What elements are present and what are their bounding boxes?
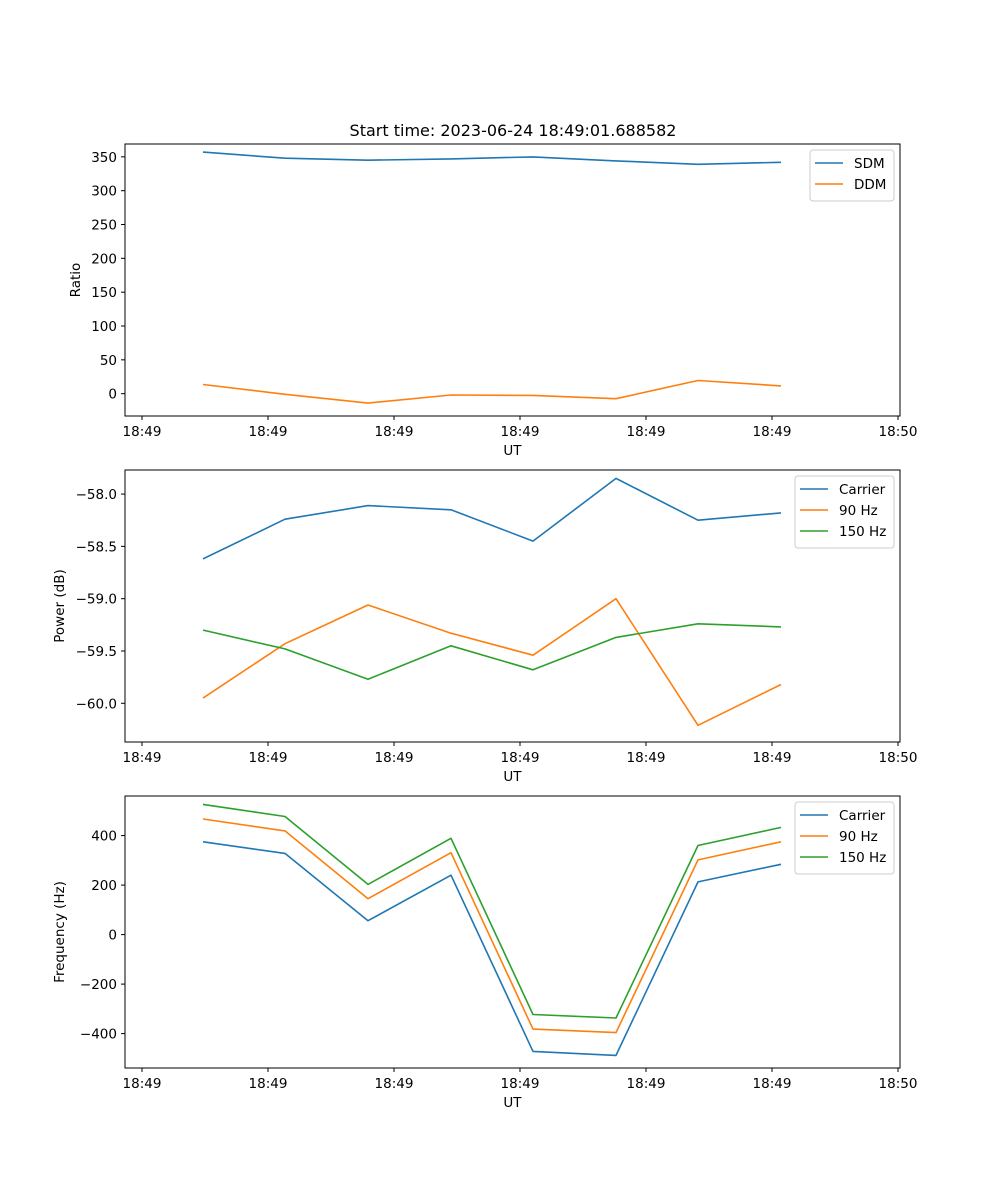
x-tick-label: 18:49 <box>123 424 162 440</box>
x-tick-label: 18:49 <box>753 750 792 766</box>
y-tick-label: 250 <box>91 218 117 234</box>
series-line-90-hz <box>202 818 782 1034</box>
series-line-150-hz <box>202 622 782 681</box>
y-tick-label: −58.0 <box>76 487 117 503</box>
legend-label: 90 Hz <box>839 829 878 845</box>
y-tick-label: 0 <box>108 387 117 403</box>
legend-label: DDM <box>854 177 886 193</box>
y-tick-label: 200 <box>91 251 117 267</box>
x-tick-label: 18:49 <box>375 424 414 440</box>
y-tick-label: 300 <box>91 184 117 200</box>
y-tick-label: 0 <box>108 928 117 944</box>
x-tick-label: 18:49 <box>249 424 288 440</box>
y-tick-label: −59.5 <box>76 644 117 660</box>
x-tick-label: 18:50 <box>879 424 918 440</box>
legend-label: Carrier <box>839 482 886 498</box>
x-tick-label: 18:49 <box>123 1076 162 1092</box>
y-tick-label: 200 <box>91 878 117 894</box>
plot-area <box>124 795 901 1069</box>
x-tick-label: 18:49 <box>501 1076 540 1092</box>
legend-label: 150 Hz <box>839 524 886 540</box>
series-line-150-hz <box>202 803 782 1019</box>
series-line-carrier <box>202 477 782 560</box>
legend-box <box>794 475 895 549</box>
y-tick-label: −58.5 <box>76 539 117 555</box>
legend-box <box>794 801 895 875</box>
x-tick-label: 18:49 <box>753 1076 792 1092</box>
x-tick-label: 18:49 <box>249 1076 288 1092</box>
charts: 0 50 100 150 200 250 300 350 18:49 18:49 18:49 18:4… <box>52 143 918 1111</box>
y-tick-label: 150 <box>91 285 117 301</box>
x-tick-label: 18:50 <box>879 1076 918 1092</box>
legend-label: SDM <box>854 156 885 172</box>
x-tick-label: 18:50 <box>879 750 918 766</box>
series-line-ddm <box>202 379 782 404</box>
y-tick-label: −59.0 <box>76 592 117 608</box>
legend-label: Carrier <box>839 808 886 824</box>
x-tick-label: 18:49 <box>753 424 792 440</box>
figure-title: Start time: 2023-06-24 18:49:01.688582 <box>350 121 677 140</box>
y-tick-label: 350 <box>91 150 117 166</box>
x-tick-label: 18:49 <box>627 424 666 440</box>
legend-label: 150 Hz <box>839 850 886 866</box>
x-tick-label: 18:49 <box>501 750 540 766</box>
x-tick-label: 18:49 <box>123 750 162 766</box>
y-tick-label: 100 <box>91 319 117 335</box>
x-axis-label: UT <box>503 1095 522 1111</box>
plot-area <box>124 469 901 743</box>
chart-panel-3: −400 −200 0 200 400 18:49 18:49 18:49 18:49 18:49… <box>52 795 918 1111</box>
y-tick-label: 400 <box>91 829 117 845</box>
legend-label: 90 Hz <box>839 503 878 519</box>
x-tick-label: 18:49 <box>375 1076 414 1092</box>
y-tick-label: 50 <box>100 353 117 369</box>
x-tick-label: 18:49 <box>627 750 666 766</box>
chart-panel-2: −60.0 −59.5 −59.0 −58.5 −58.0 18:49 18:49 18:49… <box>52 469 918 785</box>
y-axis-label: Frequency (Hz) <box>52 881 68 983</box>
y-tick-label: −60.0 <box>76 696 117 712</box>
x-tick-label: 18:49 <box>249 750 288 766</box>
series-line-sdm <box>202 151 782 166</box>
x-axis-label: UT <box>503 769 522 785</box>
y-axis-label: Ratio <box>68 263 84 298</box>
x-tick-label: 18:49 <box>627 1076 666 1092</box>
series-line-90-hz <box>202 597 782 727</box>
series-line-carrier <box>202 841 782 1057</box>
x-tick-label: 18:49 <box>501 424 540 440</box>
y-tick-label: −400 <box>80 1027 117 1043</box>
y-tick-label: −200 <box>80 977 117 993</box>
x-axis-label: UT <box>503 443 522 459</box>
x-tick-label: 18:49 <box>375 750 414 766</box>
y-axis-label: Power (dB) <box>52 569 68 642</box>
plot-area <box>124 143 901 417</box>
chart-panel-1: 0 50 100 150 200 250 300 350 18:49 18:49 18:49 18:4… <box>68 143 918 459</box>
